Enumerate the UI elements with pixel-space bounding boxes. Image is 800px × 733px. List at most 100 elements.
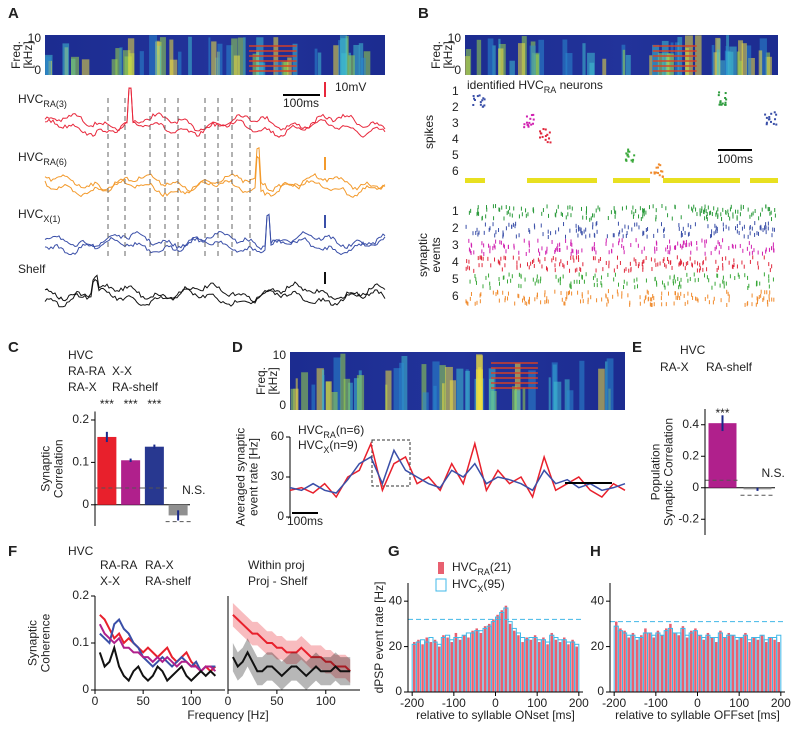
chart-title: HVC [68, 544, 94, 558]
spectrogram-band [340, 353, 346, 410]
spectrogram-band [719, 60, 726, 75]
spike [539, 136, 542, 139]
spike [625, 159, 628, 162]
histogram-bar [433, 639, 437, 692]
histogram-bar [563, 637, 566, 692]
histogram-bar [471, 630, 474, 692]
y-tick-label: 0.2 [72, 588, 89, 602]
spectrogram-band [353, 378, 359, 410]
text-part: HVC [18, 207, 44, 221]
syllable-bar [663, 178, 740, 183]
panel-label: F [8, 543, 17, 560]
bar [168, 504, 188, 516]
spike [479, 101, 482, 104]
y-axis-label-line: Synaptic Correlation [662, 418, 676, 526]
spike [774, 118, 777, 121]
spectrogram-band [356, 375, 365, 410]
spectrogram-band [111, 59, 118, 75]
spectrogram-band [178, 51, 182, 75]
histogram-bar [706, 632, 710, 692]
spike [548, 131, 551, 134]
histogram-bar [421, 644, 424, 692]
spectrogram-band [739, 60, 742, 75]
spectrogram-band [217, 43, 223, 75]
spectrogram-band [553, 381, 562, 410]
spike [627, 155, 630, 158]
harmonic [491, 387, 538, 389]
spike [529, 117, 532, 120]
x-tick-label: 200 [569, 696, 589, 710]
panel-label: E [632, 339, 642, 356]
spike [658, 174, 661, 177]
spectrogram-band [517, 43, 526, 75]
row-label: 1 [452, 84, 459, 98]
spectrogram-band [566, 390, 574, 410]
spectrogram-band [71, 56, 79, 75]
histogram-bar [631, 632, 635, 692]
y-axis-label: SynapticCoherence [26, 613, 53, 672]
spike [655, 166, 658, 169]
histogram-bar [656, 630, 660, 692]
x-axis-label: Frequency [Hz] [187, 708, 268, 722]
freq-label-line: Freq. [254, 367, 268, 395]
text-part: HVC [18, 150, 44, 164]
spectrogram-band [393, 368, 401, 410]
spike [717, 94, 720, 97]
histogram-bar [665, 628, 668, 692]
text-part: Shelf [18, 262, 46, 276]
histogram-bar [752, 637, 755, 692]
spike [775, 123, 778, 126]
freq-tick: 10 [28, 31, 42, 45]
harmonic [652, 65, 697, 67]
trace [44, 87, 386, 138]
spectrogram-band [598, 368, 605, 410]
spectrogram-band [422, 392, 429, 410]
spectrogram-band [283, 62, 289, 75]
spectrogram-band [661, 40, 669, 75]
spectrogram-band [314, 48, 318, 75]
histogram-bar [417, 639, 420, 692]
spike [719, 100, 722, 103]
coherence-line [232, 614, 351, 672]
histogram-bar [773, 639, 776, 692]
spectrogram-band [338, 40, 341, 75]
freq-label: Freq.[kHz] [254, 367, 280, 395]
freq-label-line: [kHz] [21, 41, 35, 68]
spectrogram-band [514, 363, 521, 410]
histogram-bar [715, 642, 718, 692]
spectrogram-band [649, 55, 653, 75]
spike [539, 130, 542, 133]
error-band [232, 603, 351, 683]
spectrogram-band [115, 48, 122, 75]
spike [773, 111, 776, 114]
freq-label-line: Freq. [429, 41, 443, 69]
y-tick-label: 40 [591, 593, 605, 607]
spike [472, 94, 475, 97]
y-axis-label-line: Correlation [52, 439, 66, 498]
histogram-bar [463, 635, 466, 692]
spectrogram-band [311, 384, 316, 410]
trace [44, 87, 386, 132]
x-axis-label: relative to syllable OFFset [ms] [615, 708, 780, 722]
spectrogram-band [226, 45, 233, 75]
histogram-bar [446, 637, 449, 692]
y-tick-label: -0.2 [678, 511, 699, 525]
x-tick-label: 0 [225, 694, 232, 708]
spectrogram-band [716, 49, 720, 75]
histogram-bar [425, 637, 428, 692]
significance: *** [715, 406, 729, 420]
histogram-bar [619, 628, 622, 692]
spike [657, 163, 660, 166]
spectrogram-band [353, 44, 360, 75]
y-axis-label-line: event rate [Hz] [247, 438, 261, 516]
chart-title: HVC [680, 343, 706, 357]
y-axis-label: dPSP event rate [Hz] [372, 582, 386, 694]
y-axis-label-line: Population [649, 444, 663, 501]
row-label: 5 [452, 272, 459, 286]
spike [482, 97, 485, 100]
spectrogram-band [562, 39, 568, 75]
histogram-bar [740, 637, 743, 692]
histogram-bar [756, 639, 760, 692]
legend-label: Within proj [248, 558, 305, 572]
